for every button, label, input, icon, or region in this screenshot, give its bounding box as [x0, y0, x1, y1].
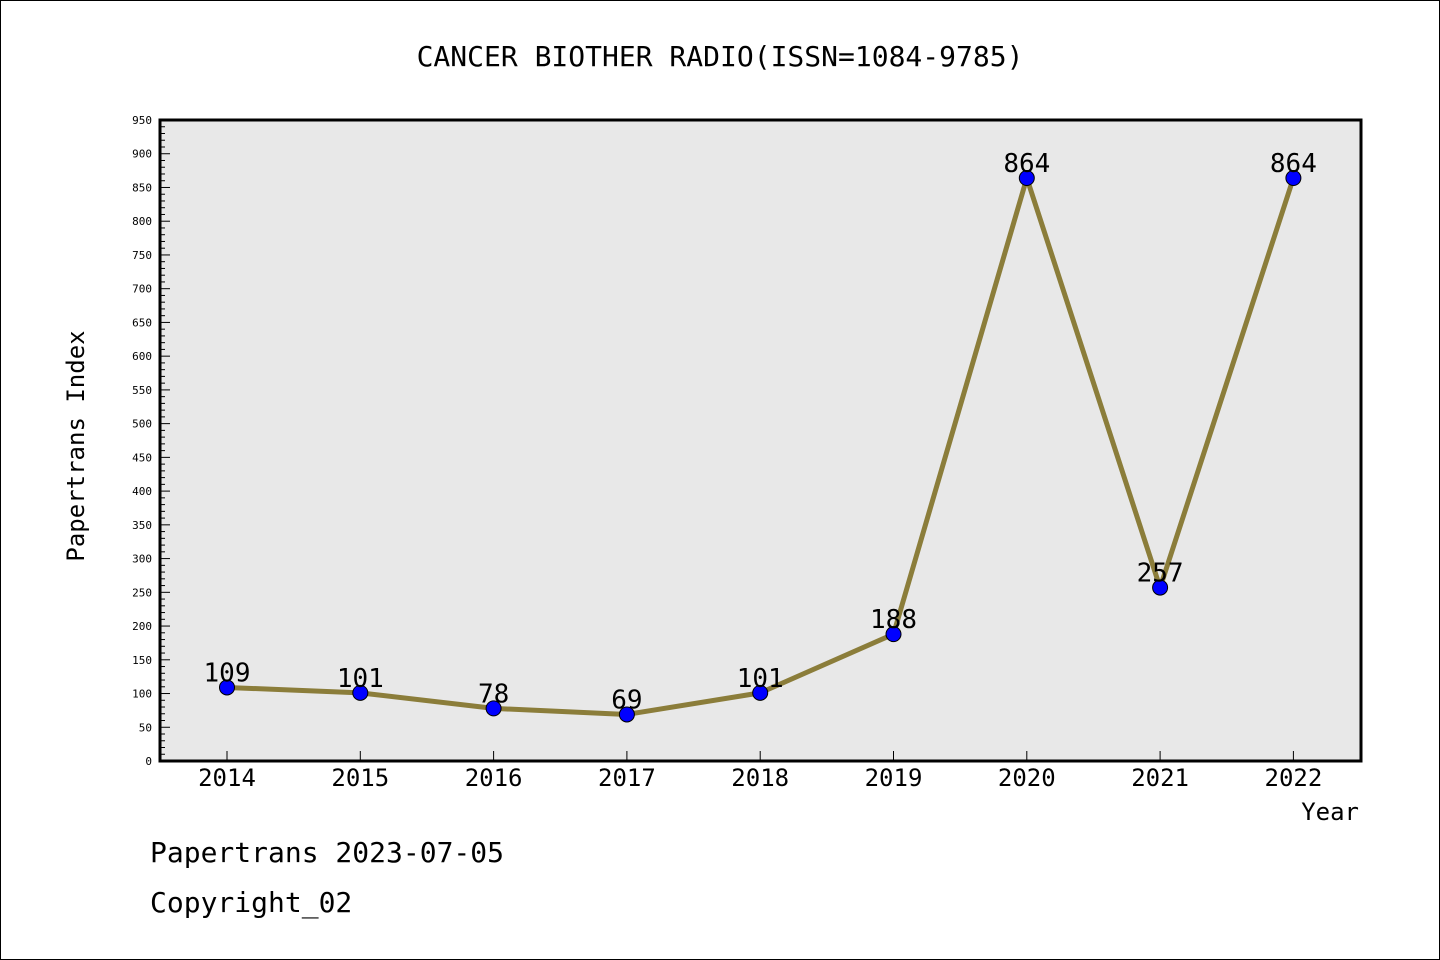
data-point [485, 700, 502, 717]
data-point [1018, 170, 1035, 187]
data-point [752, 684, 769, 701]
data-label: 864 [1270, 149, 1317, 179]
y-tick-label: 0 [145, 755, 152, 768]
x-tick-label: 2016 [465, 764, 523, 792]
data-point [885, 626, 902, 643]
y-tick-label: 100 [132, 688, 152, 701]
data-point [219, 679, 235, 696]
y-axis-label: Papertrans Index [62, 330, 90, 561]
y-tick-label: 900 [132, 148, 152, 161]
data-point [1152, 579, 1169, 596]
data-label: 78 [478, 679, 509, 709]
data-label: 188 [870, 605, 917, 635]
footer-copyright-text: Copyright_02 [150, 886, 353, 919]
x-axis: 2014 2015 2016 2017 2018 2019 2020 2021 2022 [198, 751, 1322, 792]
data-label: 864 [1003, 149, 1050, 179]
x-tick-label: 2018 [731, 764, 789, 792]
x-tick-label: 2020 [998, 764, 1056, 792]
data-point [618, 706, 635, 723]
x-tick-label: 2017 [598, 764, 656, 792]
plot-border [158, 118, 1363, 763]
x-tick-label: 2014 [198, 764, 256, 792]
data-label: 101 [737, 664, 784, 694]
x-axis-label: Year [1301, 798, 1359, 826]
footer-date-text: Papertrans 2023-07-05 [150, 836, 505, 869]
data-label: 109 [204, 658, 251, 688]
y-tick-label: 500 [132, 418, 152, 431]
series-layer [219, 170, 1302, 723]
y-tick-label: 50 [139, 721, 152, 734]
y-tick-label: 650 [132, 316, 152, 329]
y-tick-label: 750 [132, 249, 152, 262]
y-tick-label: 300 [132, 553, 152, 566]
y-tick-label: 600 [132, 350, 152, 363]
chart-title: CANCER BIOTHER RADIO(ISSN=1084-9785) [417, 40, 1024, 73]
data-label: 257 [1137, 559, 1184, 589]
y-tick-label: 350 [132, 519, 152, 532]
y-tick-label: 700 [132, 283, 152, 296]
x-tick-label: 2021 [1131, 764, 1189, 792]
x-tick-label: 2022 [1265, 764, 1323, 792]
y-tick-label: 250 [132, 586, 152, 599]
y-tick-label: 200 [132, 620, 152, 633]
plot-area [160, 120, 1361, 761]
y-tick-label: 400 [132, 485, 152, 498]
y-tick-label: 850 [132, 181, 152, 194]
y-tick-label: 950 [132, 114, 152, 127]
y-tick-label: 150 [132, 654, 152, 667]
y-tick-label: 800 [132, 215, 152, 228]
y-tick-label: 450 [132, 451, 152, 464]
data-point [352, 684, 369, 701]
x-tick-label: 2019 [865, 764, 923, 792]
data-point [1285, 170, 1302, 187]
y-axis: 0 50 100 150 200 250 300 350 400 450 500 550 600 650 7… [132, 114, 170, 768]
y-tick-label: 550 [132, 384, 152, 397]
data-label: 101 [337, 664, 384, 694]
x-tick-label: 2015 [331, 764, 389, 792]
data-label-layer: 109 101 78 69 101 188 864 257 864 [204, 149, 1317, 715]
data-label: 69 [611, 685, 642, 715]
